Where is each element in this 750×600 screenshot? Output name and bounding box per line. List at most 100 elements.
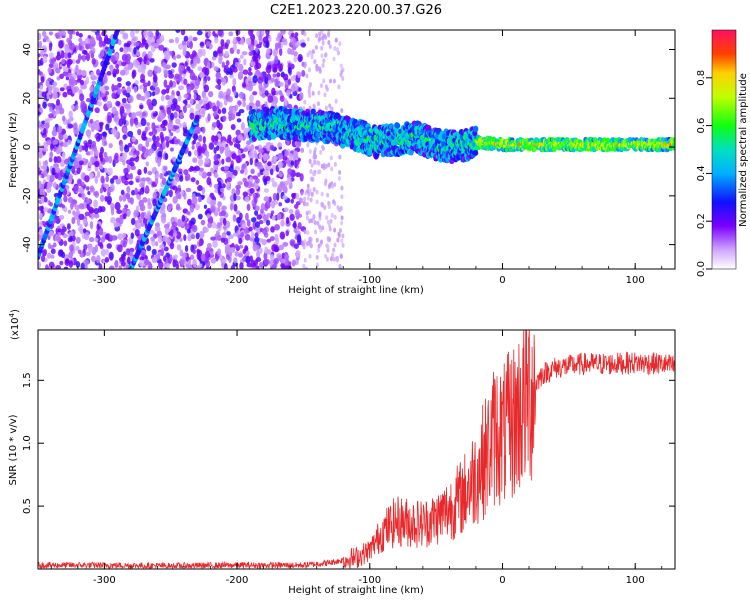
heatmap-ridge-cell xyxy=(266,134,273,141)
heatmap-noise-cell xyxy=(229,203,234,211)
heatmap-noise-cell xyxy=(248,226,253,232)
heatmap-noise-cell xyxy=(85,251,91,256)
heatmap-noise-cell xyxy=(231,153,237,160)
heatmap-noise-cell xyxy=(114,202,121,211)
heatmap-noise-cell xyxy=(138,259,145,267)
heatmap-noise-cell xyxy=(136,50,141,57)
heatmap-noise-cell xyxy=(135,205,140,212)
heatmap-noise-cell xyxy=(290,83,296,93)
heatmap-noise-cell xyxy=(131,111,137,119)
heatmap-noise-cell xyxy=(302,244,306,250)
heatmap-noise-cell xyxy=(62,71,69,77)
heatmap-noise-cell xyxy=(100,175,105,184)
heatmap-noise-cell xyxy=(239,262,244,269)
heatmap-noise-cell xyxy=(251,217,257,223)
heatmap-noise-cell xyxy=(151,248,157,256)
heatmap-noise-cell xyxy=(234,244,239,249)
heatmap-noise-cell xyxy=(65,76,70,81)
heatmap-noise-cell xyxy=(107,115,112,124)
heatmap-noise-cell xyxy=(64,51,69,60)
heatmap-noise-cell xyxy=(159,172,164,180)
heatmap-noise-cell xyxy=(192,139,196,145)
heatmap-noise-cell xyxy=(52,181,57,189)
heatmap-noise-cell xyxy=(98,121,104,126)
heatmap-noise-cell xyxy=(139,182,145,188)
heatmap-noise-cell xyxy=(111,83,115,92)
heatmap-noise-cell xyxy=(310,162,314,168)
heatmap-noise-cell xyxy=(188,167,194,172)
heatmap-noise-cell xyxy=(215,84,221,90)
heatmap-noise-cell xyxy=(134,229,140,237)
heatmap-noise-cell xyxy=(284,150,289,157)
heatmap-noise-cell xyxy=(199,71,205,79)
heatmap-noise-cell xyxy=(172,185,178,191)
heatmap-noise-cell xyxy=(324,105,328,111)
heatmap-noise-cell xyxy=(87,133,91,139)
heatmap-noise-cell xyxy=(137,65,143,73)
heatmap-noise-cell xyxy=(212,105,217,112)
heatmap-noise-cell xyxy=(244,196,250,203)
heatmap-noise-cell xyxy=(149,57,155,63)
heatmap-noise-cell xyxy=(173,125,180,130)
heatmap-noise-cell xyxy=(276,212,282,221)
heatmap-noise-cell xyxy=(43,35,49,40)
heatmap-noise-cell xyxy=(339,72,343,78)
heatmap-noise-cell xyxy=(242,177,247,183)
heatmap-noise-cell xyxy=(340,194,344,200)
heatmap-noise-cell xyxy=(177,218,182,227)
heatmap-noise-cell xyxy=(88,236,95,243)
heatmap-noise-cell xyxy=(120,253,125,260)
heatmap-noise-cell xyxy=(183,129,189,134)
heatmap-noise-cell xyxy=(298,56,303,61)
heatmap-noise-cell xyxy=(238,71,244,76)
heatmap-noise-cell xyxy=(51,129,58,137)
heatmap-noise-cell xyxy=(272,200,279,205)
heatmap-noise-cell xyxy=(197,185,203,192)
heatmap-noise-cell xyxy=(254,232,259,238)
heatmap-noise-cell xyxy=(51,109,56,115)
heatmap-noise-cell xyxy=(217,201,222,208)
heatmap-noise-cell xyxy=(229,247,234,253)
heatmap-noise-cell xyxy=(114,259,119,269)
heatmap-noise-cell xyxy=(118,217,124,225)
heatmap-noise-cell xyxy=(152,192,158,199)
heatmap-noise-cell xyxy=(339,63,343,69)
heatmap-noise-cell xyxy=(277,142,282,148)
heatmap-ridge-cell xyxy=(441,141,447,148)
heatmap-noise-cell xyxy=(104,85,110,91)
heatmap-noise-cell xyxy=(267,95,274,103)
heatmap-noise-cell xyxy=(189,53,195,60)
heatmap-noise-cell xyxy=(198,171,203,176)
heatmap-noise-cell xyxy=(268,35,272,43)
heatmap-noise-cell xyxy=(254,145,259,150)
heatmap-noise-cell xyxy=(182,105,187,114)
heatmap-noise-cell xyxy=(313,150,317,156)
heatmap-noise-cell xyxy=(105,90,110,96)
heatmap-noise-cell xyxy=(306,36,310,42)
heatmap-noise-cell xyxy=(175,30,181,34)
heatmap-noise-cell xyxy=(278,202,282,207)
heatmap-noise-cell xyxy=(263,258,270,265)
heatmap-noise-cell xyxy=(220,210,226,217)
heatmap-noise-cell xyxy=(240,37,245,46)
heatmap-noise-cell xyxy=(188,35,193,43)
figure-title: C2E1.2023.220.00.37.G26 xyxy=(270,3,442,18)
heatmap-noise-cell xyxy=(97,241,103,247)
heatmap-noise-cell xyxy=(53,62,59,69)
heatmap-noise-cell xyxy=(226,176,232,183)
heatmap-noise-cell xyxy=(49,56,56,65)
heatmap-noise-cell xyxy=(61,152,66,160)
heatmap-noise-cell xyxy=(49,174,55,183)
heatmap-ridge-cell xyxy=(395,122,401,129)
heatmap-noise-cell xyxy=(159,106,164,111)
heatmap-noise-cell xyxy=(196,30,203,36)
heatmap-noise-cell xyxy=(317,169,321,175)
heatmap-noise-cell xyxy=(169,242,175,250)
heatmap-noise-cell xyxy=(83,50,88,56)
heatmap-noise-cell xyxy=(308,209,312,215)
heatmap-noise-cell xyxy=(320,30,324,34)
heatmap-noise-cell xyxy=(130,165,136,171)
heatmap-noise-cell xyxy=(145,177,151,182)
heatmap-noise-cell xyxy=(121,97,127,104)
heatmap-noise-cell xyxy=(169,228,174,237)
